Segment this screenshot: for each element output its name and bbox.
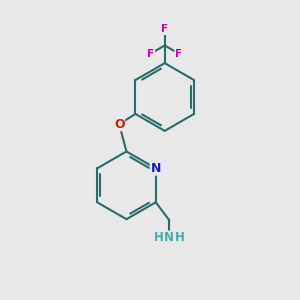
Text: F: F [175, 49, 182, 58]
Text: N: N [164, 231, 174, 244]
Text: N: N [151, 162, 161, 175]
Text: H: H [174, 231, 184, 244]
Text: F: F [161, 24, 168, 34]
Text: H: H [154, 231, 164, 244]
Text: F: F [147, 49, 154, 58]
Text: O: O [114, 118, 124, 131]
